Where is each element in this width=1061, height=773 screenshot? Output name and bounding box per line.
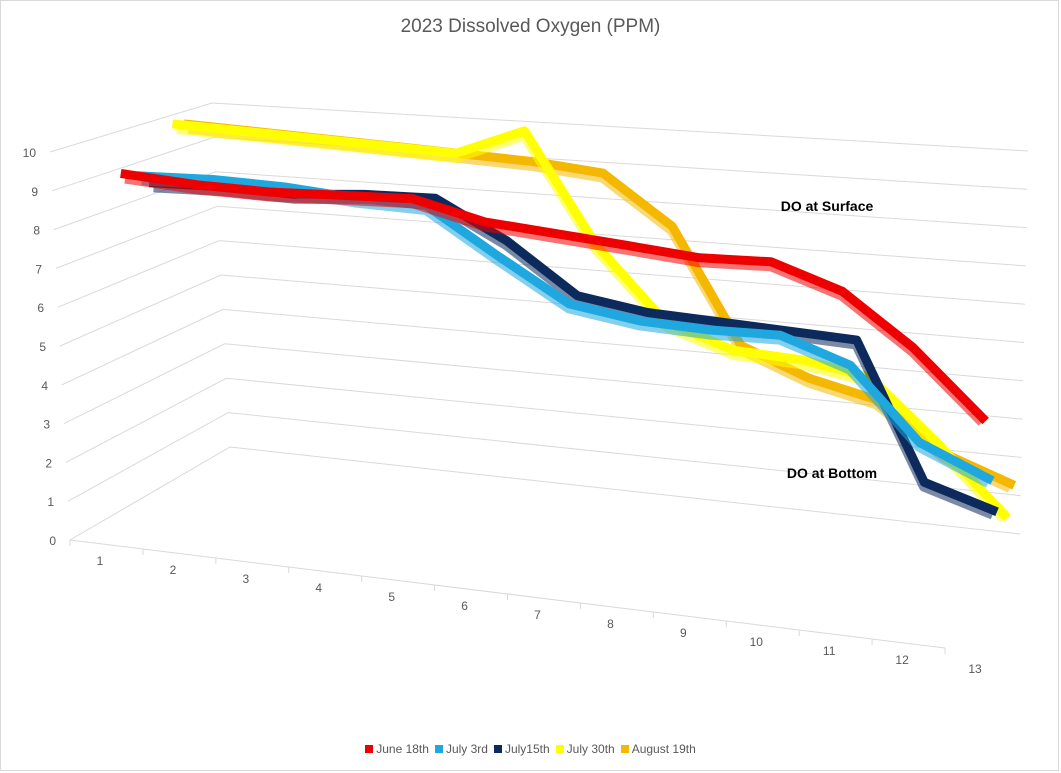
legend-label: June 18th	[376, 742, 429, 756]
legend-swatch	[620, 745, 629, 753]
x-tick-label: 7	[534, 608, 541, 622]
y-tick-label: 9	[31, 185, 38, 199]
legend-swatch	[493, 745, 502, 753]
annotation-label: DO at Bottom	[787, 465, 877, 481]
y-tick-label: 8	[33, 224, 40, 238]
x-tick-label: 11	[823, 644, 836, 658]
chart-title: 2023 Dissolved Oxygen (PPM)	[400, 16, 661, 37]
x-tick-label: 6	[461, 599, 468, 613]
annotations: DO at Surface DO at Bottom	[781, 198, 877, 481]
gridline	[55, 205, 1026, 269]
x-tick-label: 12	[895, 653, 909, 667]
x-tick-label: 4	[315, 581, 322, 595]
x-tick-label: 5	[388, 590, 395, 604]
gridline	[59, 274, 1025, 347]
annotation-label: DO at Surface	[781, 198, 874, 214]
x-tick-label: 13	[968, 662, 982, 676]
y-tick-label: 10	[23, 146, 37, 160]
legend-item: June 18th	[365, 742, 429, 756]
x-tick-label: 3	[242, 572, 249, 586]
series-line	[136, 171, 995, 485]
y-tick-label: 1	[47, 495, 54, 509]
legend: June 18th July 3rd July15th July 30th August…	[0, 742, 1061, 756]
x-tick-label: 1	[97, 554, 104, 568]
legend-label: July 30th	[566, 742, 615, 756]
legend-item: July 3rd	[434, 742, 488, 756]
legend-swatch	[555, 745, 564, 753]
gridline	[57, 240, 1025, 308]
y-tick-label: 6	[37, 301, 44, 315]
series-line	[120, 168, 989, 425]
gridline	[63, 343, 1023, 425]
y-tick-label: 0	[49, 534, 56, 548]
x-tick-label: 9	[680, 626, 687, 640]
y-tick-label: 4	[41, 379, 48, 393]
y-tick-label: 7	[35, 262, 42, 276]
gridline	[49, 102, 1029, 153]
legend-swatch	[365, 745, 374, 753]
gridline	[65, 377, 1022, 463]
gridline	[53, 171, 1027, 231]
y-tick-label: 2	[45, 456, 52, 470]
legend-item: July15th	[493, 742, 550, 756]
x-tick-label: 10	[750, 635, 764, 649]
legend-item: August 19th	[620, 742, 696, 756]
legend-label: July15th	[504, 742, 550, 756]
x-tick-label: 8	[607, 617, 614, 631]
gridline	[69, 446, 1021, 541]
legend-label: July 3rd	[445, 742, 488, 756]
legend-swatch	[434, 745, 443, 753]
x-tick-label: 2	[170, 563, 177, 577]
legend-item: July 30th	[555, 742, 615, 756]
y-tick-label: 3	[43, 418, 50, 432]
legend-label: August 19th	[631, 742, 696, 756]
y-tick-label: 5	[39, 340, 46, 354]
gridline	[67, 412, 1021, 502]
series-line-shadow	[141, 174, 992, 488]
series-lines	[120, 119, 1017, 523]
